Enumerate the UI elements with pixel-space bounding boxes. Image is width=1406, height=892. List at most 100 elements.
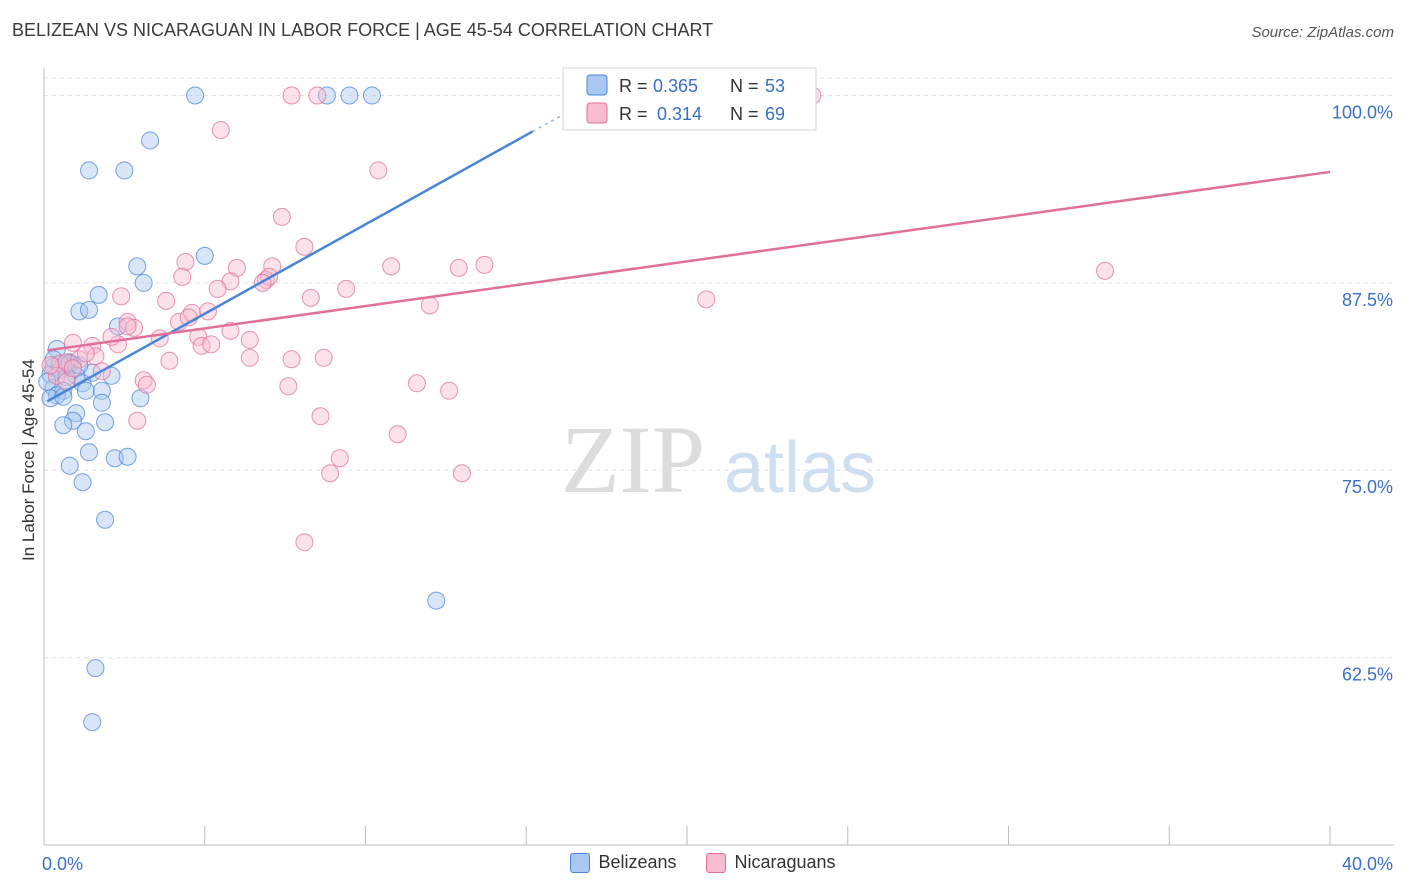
nicaraguan-point[interactable] (295, 237, 314, 256)
belizean-point[interactable] (92, 393, 111, 412)
legend-item-nicaraguans[interactable]: Nicaraguans (706, 852, 836, 873)
nicaraguan-point[interactable] (202, 335, 221, 354)
nicaraguan-point[interactable] (272, 207, 291, 226)
nicaraguan-point[interactable] (173, 267, 192, 286)
nicaraguan-point[interactable] (125, 318, 144, 337)
nicaraguan-point[interactable] (41, 356, 60, 375)
legend-r-value-belizeans: 0.365 (653, 76, 698, 96)
legend-label: Nicaraguans (734, 852, 836, 872)
legend-swatch (570, 852, 591, 873)
legend-n-value-belizeans: 53 (765, 76, 785, 96)
belizean-point[interactable] (76, 422, 95, 441)
legend-swatch-belizeans (586, 74, 608, 96)
legend-swatch-nicaraguans (586, 102, 608, 124)
nicaraguan-point[interactable] (279, 377, 298, 396)
nicaraguan-point[interactable] (47, 366, 66, 385)
nicaraguan-point[interactable] (76, 344, 95, 363)
belizean-point[interactable] (70, 302, 89, 321)
legend-label: Belizeans (598, 852, 677, 872)
legend-item-belizeans[interactable]: Belizeans (570, 852, 676, 873)
nicaraguan-point[interactable] (452, 464, 471, 483)
belizean-point[interactable] (96, 413, 115, 432)
belizean-point[interactable] (89, 285, 108, 304)
legend-n-label-nicaraguans: N = (730, 104, 759, 124)
nicaraguan-point[interactable] (160, 351, 179, 370)
belizean-point[interactable] (76, 381, 95, 400)
nicaraguan-point[interactable] (330, 449, 349, 468)
nicaraguan-point[interactable] (388, 425, 407, 444)
belizean-point[interactable] (186, 86, 205, 105)
belizean-point[interactable] (141, 131, 160, 150)
nicaraguan-point[interactable] (407, 374, 426, 393)
nicaraguan-point[interactable] (337, 279, 356, 298)
belizean-point[interactable] (340, 86, 359, 105)
nicaraguan-point[interactable] (440, 381, 459, 400)
belizean-point[interactable] (63, 411, 82, 430)
watermark: ZIP atlas (561, 406, 876, 513)
belizean-point[interactable] (73, 473, 92, 492)
legend-n-label-belizeans: N = (730, 76, 759, 96)
nicaraguan-point[interactable] (208, 279, 227, 298)
belizean-trendline (46, 130, 534, 403)
legend-r-value-nicaraguans: 0.314 (657, 104, 702, 124)
belizean-point[interactable] (128, 257, 147, 276)
watermark-zip: ZIP (561, 406, 705, 513)
nicaraguan-point[interactable] (63, 359, 82, 378)
x-tick-label: 0.0% (42, 854, 83, 874)
belizean-point[interactable] (83, 713, 102, 732)
nicaraguan-point[interactable] (475, 255, 494, 274)
legend-n-value-nicaraguans: 69 (765, 104, 785, 124)
belizean-point[interactable] (80, 443, 99, 462)
belizean-point[interactable] (86, 659, 105, 678)
y-axis-label: In Labor Force | Age 45-54 (19, 359, 38, 561)
nicaraguan-point[interactable] (240, 330, 259, 349)
nicaraguan-point[interactable] (211, 120, 230, 139)
nicaraguan-point[interactable] (314, 348, 333, 367)
belizean-point[interactable] (80, 161, 99, 180)
nicaraguan-point[interactable] (128, 411, 147, 430)
nicaraguan-point[interactable] (311, 407, 330, 426)
belizean-point[interactable] (102, 366, 121, 385)
nicaraguan-point[interactable] (137, 375, 156, 394)
nicaraguan-point[interactable] (1095, 261, 1114, 280)
belizean-point[interactable] (96, 510, 115, 529)
legend-r-label-nicaraguans: R = (619, 104, 648, 124)
nicaraguan-point[interactable] (176, 252, 195, 271)
belizean-point[interactable] (118, 447, 137, 466)
belizean-point[interactable] (80, 300, 99, 319)
nicaraguan-point[interactable] (282, 350, 301, 369)
series-legend: Belizeans Nicaraguans (0, 852, 1406, 873)
nicaraguan-point[interactable] (192, 336, 211, 355)
nicaraguan-point[interactable] (157, 291, 176, 310)
nicaraguan-point[interactable] (240, 348, 259, 367)
nicaraguan-point[interactable] (295, 533, 314, 552)
belizean-point[interactable] (115, 161, 134, 180)
nicaraguan-point[interactable] (118, 317, 137, 336)
nicaraguan-point[interactable] (112, 287, 131, 306)
nicaraguan-point[interactable] (308, 86, 327, 105)
belizean-point[interactable] (108, 317, 127, 336)
belizean-point[interactable] (105, 449, 124, 468)
correlation-legend: R = 0.365 N = 53 R = 0.314 N = 69 (562, 67, 817, 131)
nicaraguan-point[interactable] (420, 296, 439, 315)
nicaraguan-point[interactable] (301, 288, 320, 307)
belizean-point[interactable] (134, 273, 153, 292)
nicaraguan-point[interactable] (697, 290, 716, 309)
belizean-point[interactable] (317, 86, 336, 105)
x-tick-label: 40.0% (1342, 854, 1393, 874)
nicaraguan-point[interactable] (321, 464, 340, 483)
belizean-point[interactable] (362, 86, 381, 105)
nicaraguan-point[interactable] (369, 161, 388, 180)
belizean-point[interactable] (60, 456, 79, 475)
source-label: Source: ZipAtlas.com (1251, 24, 1394, 41)
y-tick-label: 100.0% (1332, 102, 1393, 122)
nicaraguan-point[interactable] (449, 258, 468, 277)
y-tick-label: 75.0% (1342, 477, 1393, 497)
belizean-point[interactable] (195, 246, 214, 265)
belizean-point[interactable] (54, 416, 73, 435)
y-tick-label: 87.5% (1342, 290, 1393, 310)
nicaraguan-point[interactable] (382, 257, 401, 276)
nicaraguan-point[interactable] (282, 86, 301, 105)
belizean-point[interactable] (427, 591, 446, 610)
legend-r-label-belizeans: R = (619, 76, 648, 96)
